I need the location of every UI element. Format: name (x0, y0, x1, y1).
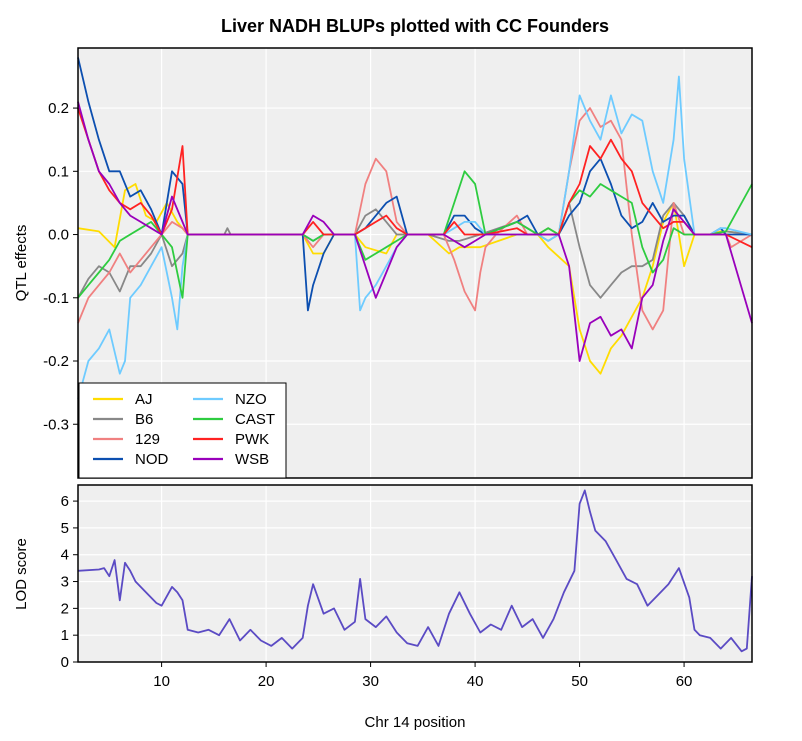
x-tick-label: 40 (467, 673, 484, 690)
qtl-effects-plot-border (77, 47, 753, 479)
y-tick-label: 3 (61, 574, 69, 591)
legend-label-b6: B6 (135, 411, 153, 428)
y-tick-label: -0.2 (43, 353, 69, 370)
lod-plot-border (77, 484, 753, 663)
x-axis-label: Chr 14 position (365, 714, 466, 731)
qtl-effects-panel: -0.3 -0.2 -0.1 0.0 0.1 0.2 QTL effects AJ B6 12… (13, 47, 753, 479)
legend-label-nzo: NZO (235, 391, 267, 408)
y-tick-label: 5 (61, 520, 69, 537)
series-line-nod (77, 57, 752, 312)
y-tick-label: 0.1 (48, 163, 69, 180)
x-tick-label: 50 (571, 673, 588, 690)
y-tick-label: -0.3 (43, 416, 69, 433)
y-tick-label: 0.2 (48, 100, 69, 117)
series-line-nzo (77, 75, 753, 400)
y-tick-label: 4 (61, 547, 69, 564)
series-line-wsb (77, 101, 753, 362)
lod-line (77, 489, 753, 653)
x-tick-label: 30 (362, 673, 379, 690)
lod-series (77, 489, 753, 653)
legend-label-aj: AJ (135, 391, 153, 408)
lod-y-axis-label: LOD score (13, 538, 30, 610)
legend: AJ B6 129 NOD NZO CAST PWK WSB (78, 382, 287, 479)
series-line-pwk (77, 107, 753, 249)
y-tick-label: 6 (61, 493, 69, 510)
x-axis-ticks: 10 20 30 40 50 60 (153, 662, 692, 690)
legend-label-pwk: PWK (235, 431, 269, 448)
y-tick-label: 0 (61, 654, 69, 671)
y-tick-label: 2 (61, 600, 69, 617)
legend-label-129: 129 (135, 431, 160, 448)
lod-score-panel: 0 1 2 3 4 5 6 10 20 30 40 50 60 LOD score Chr 14 po… (13, 484, 753, 731)
lod-y-ticks: 0 1 2 3 4 5 6 (61, 493, 78, 671)
legend-label-nod: NOD (135, 451, 169, 468)
qtl-effects-y-axis-label: QTL effects (13, 225, 30, 302)
y-tick-label: -0.1 (43, 290, 69, 307)
x-tick-label: 60 (676, 673, 693, 690)
legend-label-cast: CAST (235, 411, 275, 428)
legend-label-wsb: WSB (235, 451, 269, 468)
qtl-effects-y-ticks: -0.3 -0.2 -0.1 0.0 0.1 0.2 (43, 100, 78, 433)
x-tick-label: 10 (153, 673, 170, 690)
x-tick-label: 20 (258, 673, 275, 690)
qtl-effects-series (77, 57, 753, 400)
series-line-129 (77, 107, 753, 331)
chart-title: Liver NADH BLUPs plotted with CC Founder… (221, 16, 609, 36)
y-tick-label: 1 (61, 627, 69, 644)
lod-plot-background (78, 485, 752, 662)
y-tick-label: 0.0 (48, 227, 69, 244)
